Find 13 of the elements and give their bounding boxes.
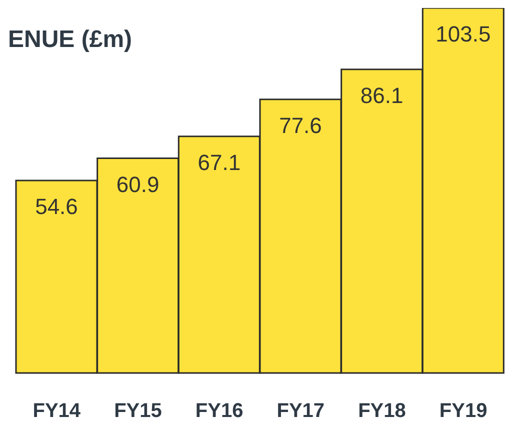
data-label: 60.9 xyxy=(116,172,160,197)
x-tick-label: FY14 xyxy=(32,400,82,422)
text: ENUE (£m) xyxy=(8,26,132,54)
data-label: 54.6 xyxy=(35,194,78,220)
data-label: 103.5 xyxy=(436,22,491,47)
x-tick-label: FY19 xyxy=(439,400,488,422)
x-tick-label: FY17 xyxy=(276,400,325,422)
x-tick-label: FY18 xyxy=(358,400,406,422)
data-label: 67.1 xyxy=(198,150,241,175)
data-label: 86.1 xyxy=(360,82,404,108)
data-label: 77.6 xyxy=(279,112,322,138)
x-tick-label: FY16 xyxy=(195,400,244,422)
x-tick-label: FY15 xyxy=(114,400,162,422)
